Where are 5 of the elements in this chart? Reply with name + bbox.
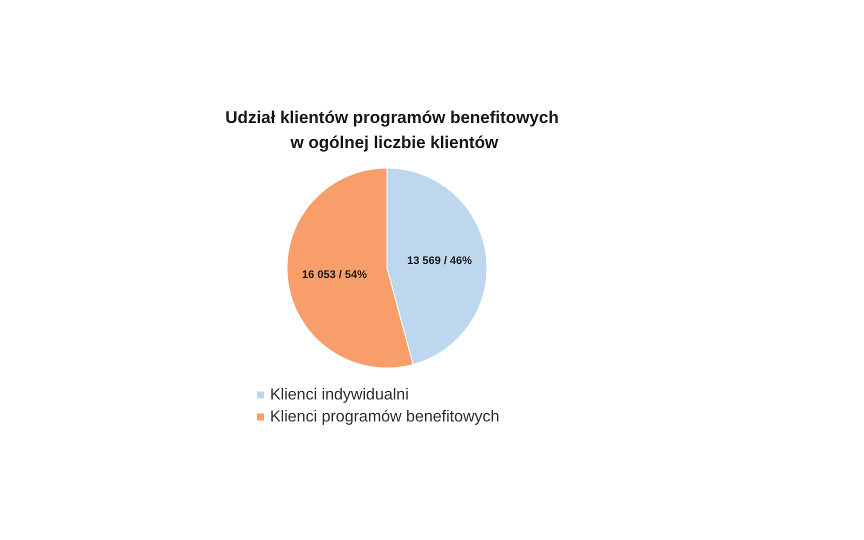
legend-label: Klienci programów benefitowych [270, 408, 500, 426]
chart-title: Udział klientów programów benefitowych w ogólnej liczbie klientów [225, 108, 559, 152]
legend-label: Klienci indywidualni [270, 386, 409, 404]
data-label: 16 053 / 54% [302, 268, 368, 281]
data-label: 13 569 / 46% [407, 255, 472, 268]
